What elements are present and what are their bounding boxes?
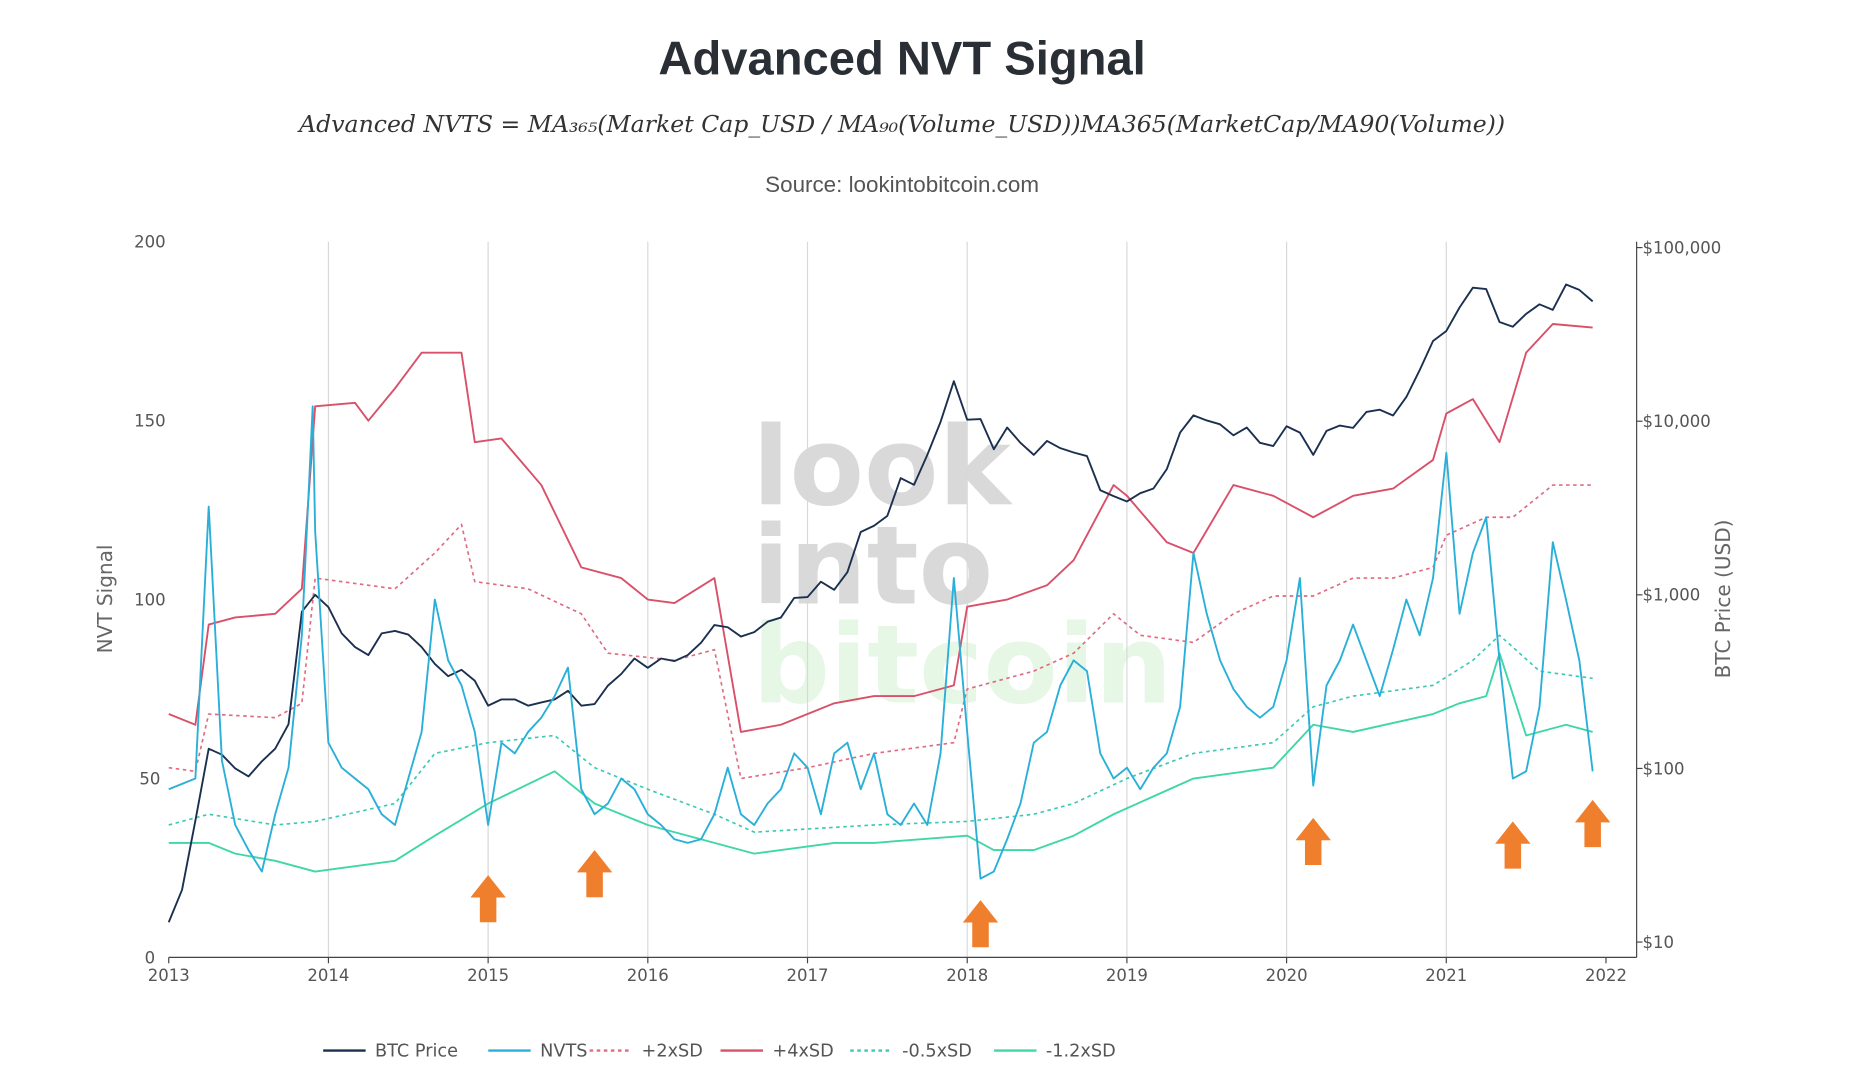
y-tick-label: 100 bbox=[134, 590, 166, 609]
legend-label: +2xSD bbox=[642, 1041, 703, 1061]
y2-axis-ticks: $10 $100 $1,000 $10,000 $100,000 bbox=[1636, 238, 1722, 952]
legend-label: BTC Price bbox=[375, 1041, 458, 1061]
up-arrow-icon bbox=[1295, 817, 1331, 865]
up-arrow-icon bbox=[1495, 821, 1531, 869]
series-line-nvts bbox=[168, 405, 1594, 880]
legend-item[interactable]: +2xSD bbox=[589, 1041, 703, 1061]
up-arrow-icon bbox=[962, 900, 999, 948]
series-line--0-5xsd bbox=[168, 634, 1593, 833]
y2-tick-label: $100,000 bbox=[1643, 238, 1722, 257]
chart-source: Source: lookintobitcoin.com bbox=[765, 172, 1039, 197]
y2-axis-label: BTC Price (USD) bbox=[1711, 520, 1735, 679]
legend-label: +4xSD bbox=[772, 1041, 833, 1061]
legend-item[interactable]: -1.2xSD bbox=[994, 1041, 1116, 1061]
x-tick-label: 2014 bbox=[307, 966, 349, 985]
chart-formula: Advanced NVTS = MA₃₆₅(Market Cap_USD / M… bbox=[297, 110, 1505, 138]
watermark-into: into bbox=[752, 503, 993, 630]
y2-tick-label: $1,000 bbox=[1643, 586, 1701, 605]
legend-label: -1.2xSD bbox=[1046, 1041, 1116, 1061]
series-line--1-2xsd bbox=[168, 652, 1593, 873]
x-tick-label: 2019 bbox=[1106, 966, 1148, 985]
series-line--4xsd bbox=[168, 323, 1593, 733]
chart-title: Advanced NVT Signal bbox=[658, 31, 1145, 84]
y-axis-label: NVT Signal bbox=[93, 545, 117, 654]
y-tick-label: 50 bbox=[139, 769, 160, 788]
series-line--2xsd bbox=[168, 484, 1593, 780]
x-tick-label: 2013 bbox=[148, 966, 190, 985]
grid-lines bbox=[327, 241, 1447, 958]
legend-item[interactable]: +4xSD bbox=[720, 1041, 834, 1061]
y-tick-label: 0 bbox=[145, 948, 156, 967]
legend[interactable]: BTC Price NVTS +2xSD +4xSD -0.5xSD -1.2xSD bbox=[323, 1041, 1116, 1061]
x-axis-ticks: 2013 2014 2015 2016 2017 2018 2019 2020 2021 2022 bbox=[148, 957, 1627, 985]
legend-label: NVTS bbox=[540, 1041, 587, 1061]
legend-label: -0.5xSD bbox=[902, 1041, 972, 1061]
y-axis-ticks: 0 50 100 150 200 bbox=[134, 233, 166, 968]
y2-tick-label: $100 bbox=[1643, 759, 1685, 778]
up-arrow-icon bbox=[1574, 799, 1611, 848]
x-tick-label: 2016 bbox=[627, 966, 669, 985]
x-tick-label: 2018 bbox=[946, 966, 988, 985]
legend-item[interactable]: -0.5xSD bbox=[850, 1041, 972, 1061]
legend-item[interactable]: NVTS bbox=[488, 1041, 587, 1061]
series-line-btc-price bbox=[167, 283, 1594, 923]
y-tick-label: 150 bbox=[134, 412, 166, 431]
watermark-logo: look into bitcoin bbox=[752, 404, 1172, 729]
series-group bbox=[167, 283, 1594, 923]
y2-tick-label: $10,000 bbox=[1643, 412, 1711, 431]
legend-item[interactable]: BTC Price bbox=[323, 1041, 458, 1061]
y-tick-label: 200 bbox=[134, 233, 166, 252]
x-tick-label: 2021 bbox=[1425, 966, 1467, 985]
up-arrow-icon bbox=[470, 875, 506, 923]
x-tick-label: 2015 bbox=[467, 966, 509, 985]
x-tick-label: 2022 bbox=[1585, 966, 1627, 985]
x-tick-label: 2017 bbox=[787, 966, 829, 985]
y2-tick-label: $10 bbox=[1643, 933, 1675, 952]
x-tick-label: 2020 bbox=[1266, 966, 1308, 985]
annotation-arrows bbox=[470, 799, 1611, 948]
up-arrow-icon bbox=[576, 850, 613, 898]
watermark-look: look bbox=[752, 404, 1013, 531]
